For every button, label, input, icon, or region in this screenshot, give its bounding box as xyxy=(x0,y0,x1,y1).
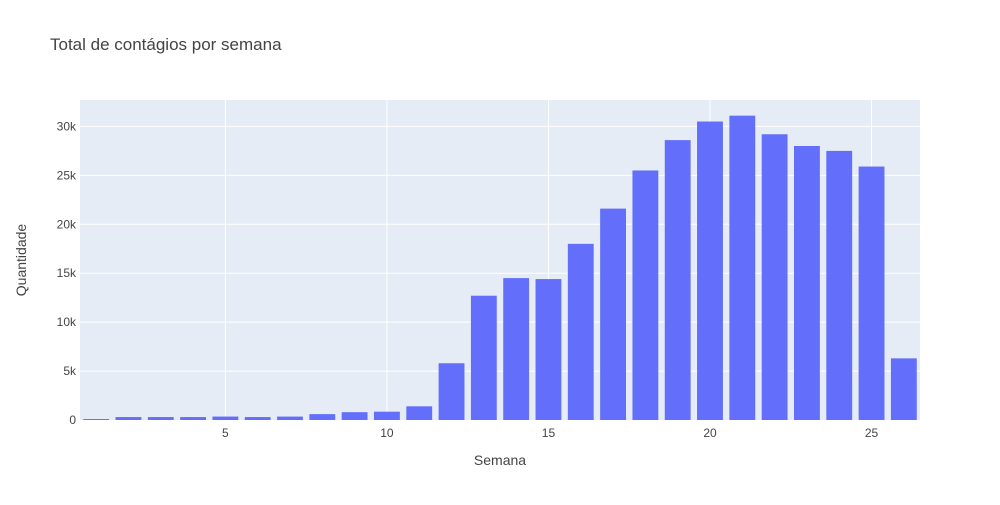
bar-week-24[interactable] xyxy=(826,150,853,421)
bar-week-9[interactable] xyxy=(341,412,368,420)
x-tick-label: 10 xyxy=(380,426,394,440)
x-tick-label: 25 xyxy=(865,426,879,440)
y-tick-label: 10k xyxy=(57,315,77,329)
bar-week-25[interactable] xyxy=(858,166,885,420)
y-tick-label: 20k xyxy=(57,217,77,231)
bar-week-2[interactable] xyxy=(115,417,142,420)
bar-week-23[interactable] xyxy=(794,145,820,420)
bar-week-6[interactable] xyxy=(244,417,271,420)
bar-week-17[interactable] xyxy=(600,208,626,420)
bar-week-11[interactable] xyxy=(406,406,433,420)
bar-week-22[interactable] xyxy=(761,134,788,420)
bar-week-8[interactable] xyxy=(309,414,336,420)
bar-week-21[interactable] xyxy=(729,115,756,420)
x-tick-label: 15 xyxy=(542,426,556,440)
y-tick-label: 15k xyxy=(57,266,77,280)
bar-week-3[interactable] xyxy=(147,417,174,420)
bars xyxy=(83,115,917,421)
y-tick-label: 30k xyxy=(57,119,77,133)
bar-week-10[interactable] xyxy=(374,411,400,420)
bar-week-1[interactable] xyxy=(83,419,110,420)
bar-week-5[interactable] xyxy=(212,416,239,420)
bar-week-20[interactable] xyxy=(697,121,723,420)
bar-week-7[interactable] xyxy=(277,416,303,420)
bar-week-4[interactable] xyxy=(180,417,206,420)
bar-week-19[interactable] xyxy=(664,140,691,421)
x-tick-label: 20 xyxy=(703,426,717,440)
y-tick-label: 0 xyxy=(69,413,76,427)
y-tick-label: 25k xyxy=(57,168,77,182)
bar-week-13[interactable] xyxy=(470,295,497,420)
y-tick-label: 5k xyxy=(63,364,77,378)
chart-title: Total de contágios por semana xyxy=(50,35,282,54)
bar-week-15[interactable] xyxy=(535,279,562,420)
x-axis-ticks: 5 10 15 20 25 xyxy=(222,426,878,440)
bar-week-16[interactable] xyxy=(567,243,594,420)
y-axis-title: Quantidade xyxy=(13,224,29,297)
x-axis-title: Semana xyxy=(474,452,526,468)
x-tick-label: 5 xyxy=(222,426,229,440)
bar-week-18[interactable] xyxy=(632,170,659,420)
bar-week-26[interactable] xyxy=(890,358,917,420)
bar-week-12[interactable] xyxy=(438,363,465,420)
y-axis-ticks: 0 5k 10k 15k 20k 25k 30k xyxy=(57,119,77,427)
bar-week-14[interactable] xyxy=(503,278,530,420)
